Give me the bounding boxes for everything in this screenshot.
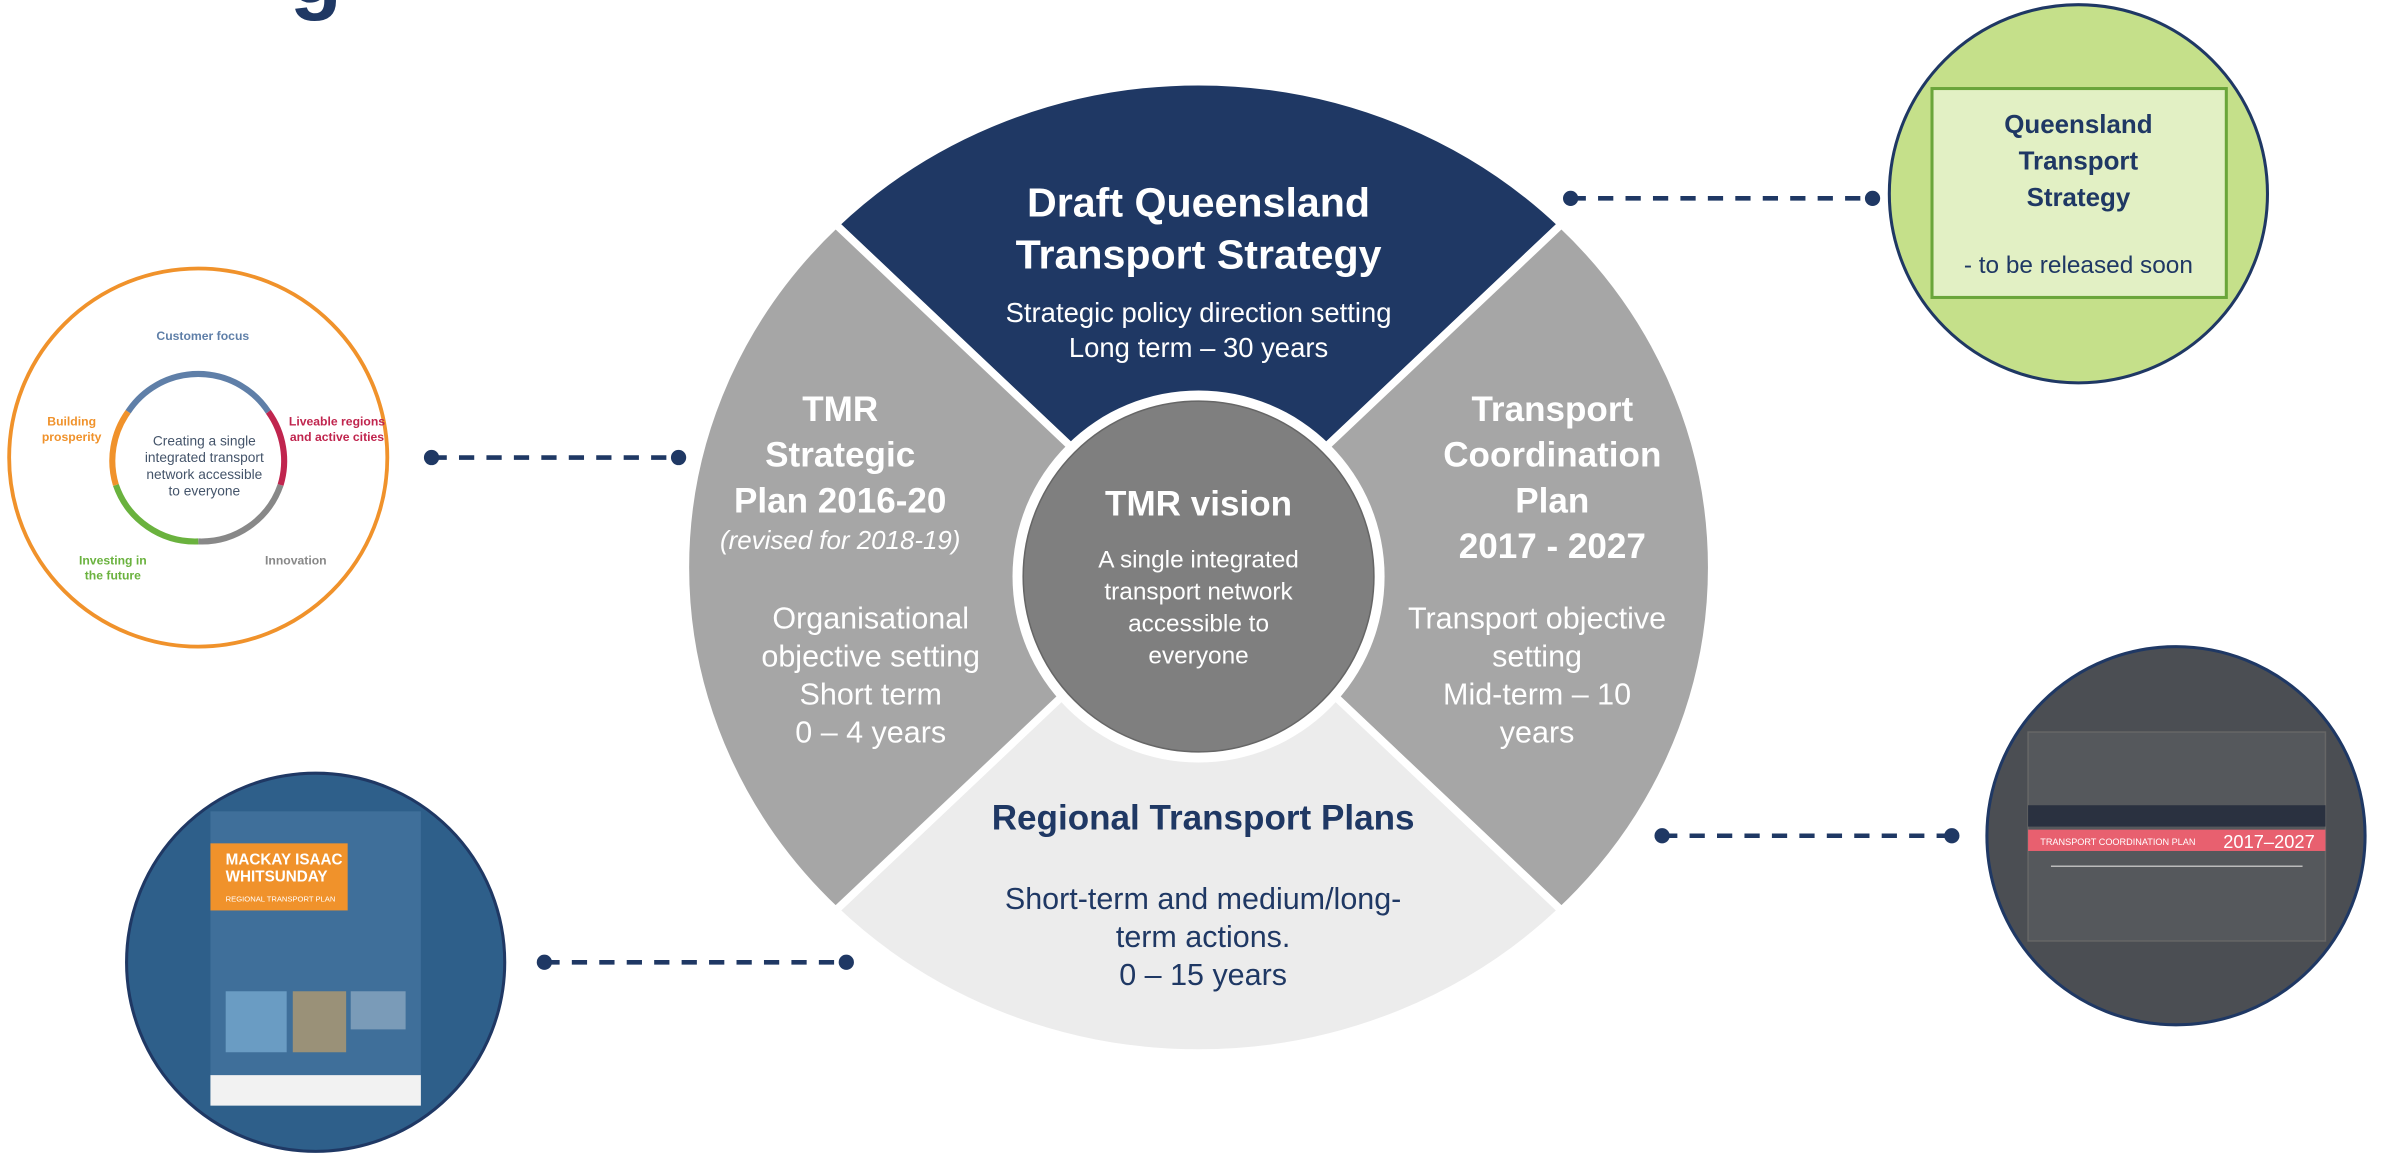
- bottom-text: Short-term and medium/long-: [1005, 882, 1401, 916]
- center-text: accessible to: [1128, 610, 1269, 637]
- left-text: Organisational: [772, 601, 969, 635]
- objective: the future: [85, 569, 141, 583]
- rtp-photo: [226, 991, 287, 1052]
- qts-title: Strategy: [2027, 184, 2131, 212]
- tcp-years: 2017–2027: [2223, 831, 2315, 852]
- objectives-center: Creating a single: [153, 433, 256, 448]
- objective: prosperity: [42, 430, 102, 444]
- page: { "header": {"title_fragment": "g"}, "ce…: [0, 0, 2391, 1153]
- heading-fragment: g: [290, 0, 342, 22]
- objective: Customer focus: [156, 329, 249, 343]
- right-text: years: [1500, 716, 1575, 750]
- right-title: Coordination: [1443, 436, 1661, 475]
- right-title: 2017 - 2027: [1459, 527, 1646, 566]
- right-text: Transport objective: [1408, 601, 1666, 635]
- objective: and active cities: [290, 430, 384, 444]
- center-text: everyone: [1148, 642, 1248, 669]
- left-title: Plan 2016-20: [734, 481, 946, 520]
- rtp-title: WHITSUNDAY: [226, 868, 328, 885]
- rtp-title: MACKAY ISAAC: [226, 852, 343, 869]
- tcp-photo: [2028, 805, 2325, 826]
- left-text: 0 – 4 years: [795, 716, 946, 750]
- qts-title: Queensland: [2004, 111, 2152, 139]
- bottom-text: term actions.: [1116, 920, 1290, 954]
- top-text: Strategic policy direction setting: [1006, 297, 1392, 328]
- right-text: Mid-term – 10: [1443, 678, 1631, 712]
- center-text: A single integrated: [1098, 546, 1299, 573]
- right-title: Transport: [1471, 390, 1633, 429]
- top-text: Long term – 30 years: [1069, 332, 1328, 363]
- objective: Investing in: [79, 553, 147, 567]
- rtp-photo: [351, 991, 406, 1029]
- left-note: (revised for 2018-19): [720, 527, 960, 555]
- center-title: TMR vision: [1105, 485, 1292, 524]
- left-text: Short term: [800, 678, 942, 712]
- left-title: Strategic: [765, 436, 915, 475]
- top-title: Draft Queensland: [1027, 180, 1370, 226]
- rtp-subtitle: REGIONAL TRANSPORT PLAN: [226, 894, 336, 903]
- objectives-center: network accessible: [146, 467, 262, 482]
- center-circle: [1023, 401, 1374, 752]
- qts-note: - to be released soon: [1964, 252, 2193, 279]
- qts-title: Transport: [2019, 147, 2139, 175]
- objectives-center: integrated transport: [145, 450, 264, 465]
- bottom-text: 0 – 15 years: [1119, 958, 1287, 992]
- left-text: objective setting: [761, 639, 980, 673]
- tcp-title: TRANSPORT COORDINATION PLAN: [2040, 837, 2195, 847]
- objective: Innovation: [265, 553, 327, 567]
- right-text: setting: [1492, 639, 1582, 673]
- bottom-title: Regional Transport Plans: [992, 799, 1415, 838]
- top-title: Transport Strategy: [1016, 231, 1382, 277]
- objective: Building: [47, 415, 96, 429]
- right-title: Plan: [1515, 481, 1589, 520]
- center-text: transport network: [1104, 578, 1293, 605]
- objective: Liveable regions: [289, 415, 385, 429]
- left-title: TMR: [802, 390, 878, 429]
- diagram: g Draft Queen: [0, 0, 2391, 1153]
- rtp-footer: [210, 1075, 420, 1105]
- rtp-photo: [293, 991, 346, 1052]
- objectives-center: to everyone: [168, 484, 240, 499]
